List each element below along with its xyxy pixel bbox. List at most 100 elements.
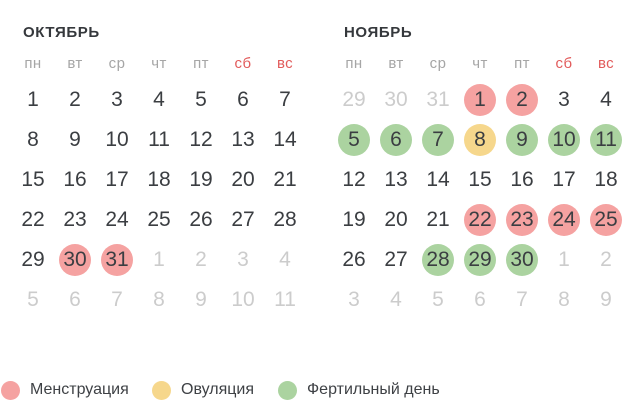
day-cell: 17 bbox=[552, 168, 576, 191]
day-cell: 30 bbox=[384, 88, 408, 111]
day-cell: 9 bbox=[501, 120, 543, 160]
day-cell: 15 bbox=[21, 168, 45, 191]
day-cell: 20 bbox=[231, 168, 255, 191]
day-cell: 20 bbox=[384, 208, 408, 231]
day-cell: 1 bbox=[153, 248, 165, 271]
day-cell: 4 bbox=[390, 288, 402, 311]
weekday-label: пт bbox=[514, 54, 530, 72]
legend-label: Менструация bbox=[30, 381, 129, 398]
weekday-label: ср bbox=[108, 54, 126, 72]
weekday-label: пт bbox=[193, 54, 209, 72]
weekday-label-weekend: вс bbox=[276, 54, 294, 72]
weekday-header: пн вт ср чт пт сб вс bbox=[12, 48, 306, 78]
day-cell: 10 bbox=[105, 128, 129, 151]
legend-item-fertile: Фертильный день bbox=[278, 380, 440, 400]
day-cell: 2 bbox=[195, 248, 207, 271]
legend-label: Фертильный день bbox=[307, 381, 440, 398]
day-cell: 4 bbox=[279, 248, 291, 271]
day-cell: 5 bbox=[195, 88, 207, 111]
weekday-label-weekend: сб bbox=[555, 54, 573, 72]
day-cell: 4 bbox=[153, 88, 165, 111]
month-title-october: ОКТЯБРЬ bbox=[23, 24, 100, 41]
day-cell: 17 bbox=[105, 168, 129, 191]
day-cell: 3 bbox=[237, 248, 249, 271]
day-cell: 7 bbox=[111, 288, 123, 311]
day-cell: 8 bbox=[27, 128, 39, 151]
day-cell: 23 bbox=[501, 200, 543, 240]
day-cell: 18 bbox=[147, 168, 171, 191]
day-cell: 28 bbox=[417, 240, 459, 280]
day-cell: 29 bbox=[459, 240, 501, 280]
day-cell: 3 bbox=[558, 88, 570, 111]
ovulation-dot-icon bbox=[152, 380, 171, 400]
day-cell: 31 bbox=[426, 88, 450, 111]
day-cell: 29 bbox=[21, 248, 45, 271]
day-cell: 27 bbox=[231, 208, 255, 231]
day-cell: 12 bbox=[342, 168, 366, 191]
day-cell: 9 bbox=[600, 288, 612, 311]
fertile-dot-icon bbox=[278, 380, 297, 400]
day-cell: 2 bbox=[501, 80, 543, 120]
day-cell: 30 bbox=[501, 240, 543, 280]
day-cell: 14 bbox=[273, 128, 297, 151]
day-cell: 16 bbox=[510, 168, 534, 191]
day-cell: 5 bbox=[333, 120, 375, 160]
day-grid: 29 30 31 1 2 3 4 5 6 7 8 9 10 11 12 13 14 15 16 17 18 19 20 21 2… bbox=[333, 80, 627, 320]
day-cell: 3 bbox=[348, 288, 360, 311]
day-cell: 6 bbox=[375, 120, 417, 160]
day-grid: 1 2 3 4 5 6 7 8 9 10 11 12 13 14 15 16 17 18 19 20 21 22 23 24 2… bbox=[12, 80, 306, 320]
day-cell: 31 bbox=[96, 240, 138, 280]
day-cell: 7 bbox=[516, 288, 528, 311]
day-cell: 26 bbox=[189, 208, 213, 231]
day-cell: 22 bbox=[459, 200, 501, 240]
day-cell: 6 bbox=[237, 88, 249, 111]
weekday-label-weekend: вс bbox=[597, 54, 615, 72]
day-cell: 7 bbox=[279, 88, 291, 111]
day-cell: 21 bbox=[426, 208, 450, 231]
day-cell: 27 bbox=[384, 248, 408, 271]
day-cell: 8 bbox=[153, 288, 165, 311]
weekday-label: чт bbox=[151, 54, 167, 72]
day-cell: 13 bbox=[384, 168, 408, 191]
day-cell: 26 bbox=[342, 248, 366, 271]
calendar-october: ОКТЯБРЬ пн вт ср чт пт сб вс 1 2 3 4 5 6 7 8 9 10 11 12 13… bbox=[12, 0, 306, 320]
calendar-november: НОЯБРЬ пн вт ср чт пт сб вс 29 30 31 1 2 3 4 5 6 7 8 9 10 1… bbox=[333, 0, 627, 320]
day-cell: 11 bbox=[585, 120, 627, 160]
weekday-label: ср bbox=[429, 54, 447, 72]
weekday-label: вт bbox=[388, 54, 404, 72]
day-cell: 30 bbox=[54, 240, 96, 280]
weekday-label-weekend: сб bbox=[234, 54, 252, 72]
day-cell: 19 bbox=[189, 168, 213, 191]
day-cell: 16 bbox=[63, 168, 87, 191]
day-cell: 1 bbox=[558, 248, 570, 271]
day-cell: 13 bbox=[231, 128, 255, 151]
weekday-label: чт bbox=[472, 54, 488, 72]
weekday-label: пн bbox=[345, 54, 363, 72]
day-cell: 1 bbox=[459, 80, 501, 120]
day-cell: 23 bbox=[63, 208, 87, 231]
day-cell: 4 bbox=[600, 88, 612, 111]
day-cell: 7 bbox=[417, 120, 459, 160]
legend-item-menstruation: Менструация bbox=[1, 380, 129, 400]
day-cell: 5 bbox=[432, 288, 444, 311]
day-cell: 6 bbox=[69, 288, 81, 311]
day-cell: 6 bbox=[474, 288, 486, 311]
day-cell: 24 bbox=[543, 200, 585, 240]
legend-label: Овуляция bbox=[181, 381, 255, 398]
weekday-header: пн вт ср чт пт сб вс bbox=[333, 48, 627, 78]
day-cell: 28 bbox=[273, 208, 297, 231]
day-cell: 24 bbox=[105, 208, 129, 231]
day-cell: 1 bbox=[27, 88, 39, 111]
day-cell: 14 bbox=[426, 168, 450, 191]
day-cell: 8 bbox=[558, 288, 570, 311]
day-cell: 11 bbox=[148, 128, 170, 151]
day-cell: 5 bbox=[27, 288, 39, 311]
day-cell: 2 bbox=[69, 88, 81, 111]
day-cell: 25 bbox=[147, 208, 171, 231]
day-cell: 10 bbox=[543, 120, 585, 160]
legend: Менструация Овуляция Фертильный день bbox=[0, 380, 640, 400]
day-cell: 8 bbox=[459, 120, 501, 160]
day-cell: 19 bbox=[342, 208, 366, 231]
day-cell: 25 bbox=[585, 200, 627, 240]
